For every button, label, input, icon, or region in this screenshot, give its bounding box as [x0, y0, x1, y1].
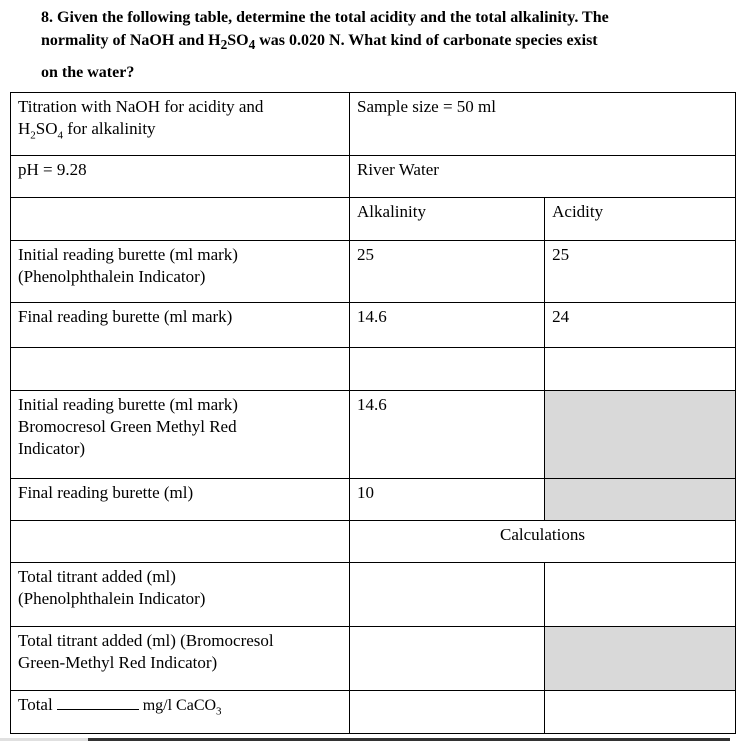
cell: 25: [544, 240, 736, 303]
calculations-header: Calculations: [349, 520, 736, 563]
cell-text: Green-Methyl Red Indicator): [18, 653, 218, 672]
table-row: Final reading burette (ml) 10: [9, 478, 736, 521]
table-row: Final reading burette (ml mark) 14.6 24: [9, 302, 736, 348]
question-text: 8. Given the following table, determine …: [41, 6, 731, 84]
cell-text: for alkalinity: [63, 119, 156, 138]
cell: Initial reading burette (ml mark) (Phenol…: [9, 240, 351, 303]
table-row: Total titrant added (ml) (Phenolphthalein…: [9, 562, 736, 627]
table-row: Initial reading burette (ml mark) Bromocr…: [9, 390, 736, 479]
shaded-cell: [544, 478, 736, 521]
cell: Acidity: [544, 197, 736, 241]
cell-text: Total titrant added (ml): [18, 567, 176, 586]
cell: [544, 690, 736, 734]
question-line: normality of NaOH and H: [41, 32, 221, 49]
cell: [349, 626, 546, 691]
cell: [349, 690, 546, 734]
cell-text: (Phenolphthalein Indicator): [18, 267, 206, 286]
cell: Total titrant added (ml) (Bromocresol Gre…: [9, 626, 351, 691]
cell: Total titrant added (ml) (Phenolphthalein…: [9, 562, 351, 627]
fill-in-blank: [56, 694, 139, 710]
table-row: pH = 9.28 River Water: [9, 155, 736, 198]
cell: [9, 520, 351, 563]
shaded-cell: [544, 626, 736, 691]
subscript: 2: [220, 37, 228, 53]
table-row: Total titrant added (ml) (Bromocresol Gre…: [9, 626, 736, 691]
cell: River Water: [349, 155, 736, 198]
cell: [9, 347, 351, 391]
cell: Sample size = 50 ml: [349, 92, 736, 156]
subscript: 3: [216, 705, 222, 718]
subscript: 2: [30, 129, 36, 142]
question-line: SO: [227, 32, 249, 49]
cell-text: Bromocresol Green Methyl Red: [18, 417, 237, 436]
cell: 25: [349, 240, 546, 303]
cell-text: H: [18, 119, 31, 138]
table-row: Titration with NaOH for acidity and H2SO4…: [9, 92, 736, 156]
cell: Final reading burette (ml mark): [9, 302, 351, 348]
question-line: was 0.020 N. What kind of carbonate spec…: [255, 32, 598, 49]
cell: [544, 347, 736, 391]
table-row: [9, 347, 736, 391]
table-row: Calculations: [9, 520, 736, 563]
cell: Final reading burette (ml): [9, 478, 351, 521]
cell-text: Indicator): [18, 439, 86, 458]
titration-table: Titration with NaOH for acidity and H2SO4…: [9, 92, 736, 734]
cell: pH = 9.28: [9, 155, 351, 198]
question-line: on the water?: [41, 64, 135, 82]
scrollbar-track: [0, 738, 88, 741]
cell-text: Total: [18, 695, 53, 714]
cell-text: Initial reading burette (ml mark): [18, 245, 238, 264]
cell: Total mg/l CaCO3: [9, 690, 351, 734]
cell: Titration with NaOH for acidity and H2SO4…: [9, 92, 351, 156]
table-row: Initial reading burette (ml mark) (Phenol…: [9, 240, 736, 303]
cell-text: mg/l CaCO: [142, 697, 217, 714]
shaded-cell: [544, 390, 736, 479]
horizontal-scrollbar[interactable]: [88, 738, 730, 741]
cell: 24: [544, 302, 736, 348]
cell: [9, 197, 351, 241]
cell: 14.6: [349, 390, 546, 479]
subscript: 4: [248, 37, 256, 53]
table-row: Total mg/l CaCO3: [9, 690, 736, 734]
cell: 10: [349, 478, 546, 521]
cell: [349, 562, 546, 627]
question-line: 8. Given the following table, determine …: [41, 9, 609, 26]
subscript: 4: [57, 129, 64, 142]
cell-text: (Phenolphthalein Indicator): [18, 589, 206, 608]
cell: 14.6: [349, 302, 546, 348]
cell-text: SO: [35, 119, 58, 138]
cell: Alkalinity: [349, 197, 546, 241]
cell-text: Titration with NaOH for acidity and: [18, 97, 264, 116]
cell-text: Initial reading burette (ml mark): [18, 395, 238, 414]
table-row: Alkalinity Acidity: [9, 197, 736, 241]
cell-text: Total titrant added (ml) (Bromocresol: [18, 631, 274, 650]
cell: [349, 347, 546, 391]
cell: [544, 562, 736, 627]
cell: Initial reading burette (ml mark) Bromocr…: [9, 390, 351, 479]
